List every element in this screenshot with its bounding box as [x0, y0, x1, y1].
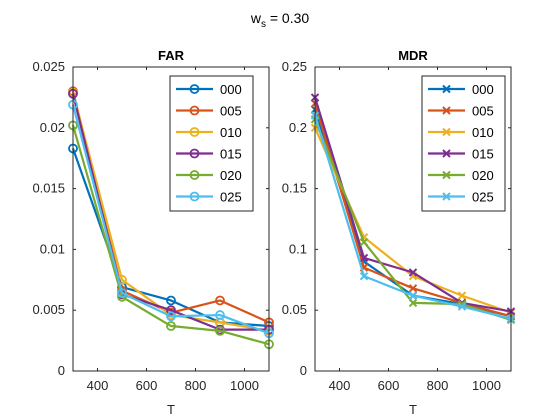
mdr-data-point	[408, 298, 418, 308]
mdr-legend-label: 025	[472, 190, 494, 205]
mdr-legend-label: 010	[472, 125, 494, 140]
far-data-point	[215, 325, 225, 336]
far-ytick-label: 0.02	[40, 120, 65, 135]
mdr-data-point	[408, 268, 418, 277]
far-data-point	[117, 288, 127, 299]
mdr-xtick-label: 800	[427, 378, 449, 393]
far-legend: 000 005 010 015 020 025	[169, 75, 254, 212]
far-legend-label: 020	[220, 168, 242, 183]
suptitle-subscript: s	[261, 19, 266, 30]
mdr-xtick-label: 1000	[472, 378, 501, 393]
mdr-legend-marker	[442, 127, 451, 137]
mdr-legend-marker	[442, 106, 451, 115]
far-data-point	[166, 295, 176, 306]
far-ytick-label: 0	[58, 363, 65, 378]
far-ytick-label: 0.025	[32, 59, 65, 74]
mdr-x-axis-label: T	[409, 402, 417, 417]
suptitle: ws = 0.30	[250, 10, 310, 30]
mdr-data-point	[359, 253, 369, 263]
far-data-point	[166, 311, 176, 322]
far-xtick-label: 600	[136, 378, 158, 393]
mdr-legend-label: 005	[472, 104, 494, 119]
mdr-ytick-label: 0.2	[289, 120, 307, 135]
far-legend-label: 000	[220, 82, 242, 97]
mdr-data-point	[408, 291, 418, 300]
mdr-legend: 000 005 010 015 020 025	[421, 75, 506, 212]
far-xtick-label: 1000	[230, 378, 259, 393]
far-x-axis-label: T	[167, 402, 175, 417]
mdr-legend-marker	[442, 192, 451, 201]
far-legend-marker	[189, 148, 200, 159]
far-ytick-label: 0.005	[32, 302, 65, 317]
mdr-ytick-label: 0.25	[282, 59, 307, 74]
mdr-legend-label: 015	[472, 147, 494, 162]
mdr-xtick-label: 600	[378, 378, 400, 393]
mdr-data-point	[457, 302, 467, 311]
mdr-legend-label: 020	[472, 168, 494, 183]
mdr-ytick-label: 0.1	[289, 241, 307, 256]
mdr-ytick-label: 0	[300, 363, 307, 378]
far-data-point	[215, 310, 225, 320]
far-legend-label: 010	[220, 125, 242, 140]
far-legend-marker	[189, 105, 200, 116]
mdr-series-025	[310, 111, 516, 323]
far-legend-marker	[189, 170, 200, 180]
mdr-data-point	[359, 237, 369, 247]
far-series-line	[71, 125, 270, 346]
far-legend-label: 005	[220, 104, 242, 119]
mdr-legend-marker	[442, 149, 451, 158]
far-legend-label: 025	[220, 190, 242, 205]
mdr-legend-marker	[442, 84, 451, 94]
far-xtick-label: 400	[87, 378, 109, 393]
far-legend-marker	[189, 127, 200, 137]
far-data-point	[166, 321, 176, 331]
suptitle-rest: = 0.30	[266, 10, 309, 26]
mdr-data-point	[359, 271, 369, 281]
mdr-legend-box	[421, 75, 506, 212]
suptitle-main: w	[250, 10, 262, 26]
mdr-ytick-label: 0.05	[282, 302, 307, 317]
far-ytick-label: 0.01	[40, 241, 65, 256]
far-axes-frame	[72, 66, 270, 372]
far-ytick-label: 0.015	[32, 181, 65, 196]
far-legend-label: 015	[220, 147, 242, 162]
far-legend-marker	[189, 191, 200, 202]
far-legend-box	[169, 75, 254, 212]
mdr-ytick-label: 0.15	[282, 181, 307, 196]
mdr-data-point	[408, 284, 418, 293]
far-data-point	[215, 295, 225, 306]
mdr-legend-label: 000	[472, 82, 494, 97]
far-title: FAR	[158, 48, 185, 63]
far-legend-marker	[189, 84, 200, 94]
mdr-axes-frame	[314, 66, 512, 372]
far-series-line	[71, 104, 270, 335]
mdr-title: MDR	[398, 48, 428, 63]
mdr-data-point	[457, 291, 467, 300]
far-data-point	[166, 305, 176, 316]
mdr-legend-marker	[442, 170, 451, 180]
far-chart: 0 0.005 0.01 0.015 0.02 0.025 400 600 800 1000 T FA…	[32, 48, 274, 417]
mdr-xtick-label: 400	[329, 378, 351, 393]
far-xtick-label: 800	[185, 378, 207, 393]
